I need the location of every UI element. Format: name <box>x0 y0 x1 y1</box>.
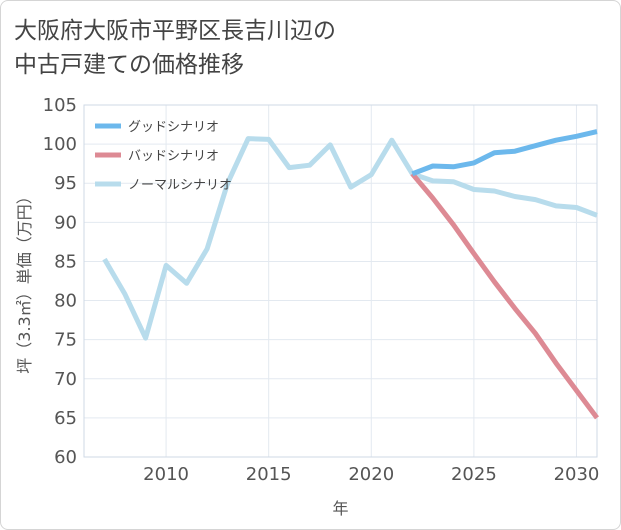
x-tick-label: 2020 <box>348 464 394 485</box>
x-tick-label: 2025 <box>451 464 497 485</box>
y-tick-label: 90 <box>54 212 77 233</box>
series-line-1 <box>411 129 598 177</box>
series-lines <box>102 129 600 420</box>
y-tick-label: 60 <box>54 447 77 468</box>
plot-frame <box>83 104 598 458</box>
y-tick-label: 100 <box>43 134 77 155</box>
legend-label: ノーマルシナリオ <box>128 178 232 193</box>
legend-label: グッドシナリオ <box>128 120 219 135</box>
y-tick-label: 75 <box>54 330 77 351</box>
x-tick-label: 2015 <box>246 464 292 485</box>
series-line-2 <box>410 172 600 420</box>
x-tick-label: 2010 <box>143 464 189 485</box>
y-tick-labels: 60 65 70 75 80 85 90 95 100 105 <box>43 95 77 468</box>
y-tick-label: 70 <box>54 369 77 390</box>
legend-label: バッドシナリオ <box>128 149 219 164</box>
chart-title: 大阪府大阪市平野区長吉川辺の 中古戸建ての価格推移 <box>14 14 336 82</box>
chart-title-line1: 大阪府大阪市平野区長吉川辺の <box>14 18 336 44</box>
y-tick-label: 65 <box>54 408 77 429</box>
y-axis-label: 坪（3.3㎡）単価（万円） <box>15 188 34 373</box>
x-tick-labels: 2010 2015 2020 2025 2030 <box>143 464 599 485</box>
y-tick-label: 105 <box>43 95 77 116</box>
x-tick-label: 2030 <box>554 464 600 485</box>
x-axis-label: 年 <box>332 499 348 518</box>
chart-title-line2: 中古戸建ての価格推移 <box>14 52 244 78</box>
y-tick-label: 85 <box>54 251 77 272</box>
series-line-3 <box>102 136 598 341</box>
y-tick-label: 80 <box>54 291 77 312</box>
y-tick-label: 95 <box>54 173 77 194</box>
